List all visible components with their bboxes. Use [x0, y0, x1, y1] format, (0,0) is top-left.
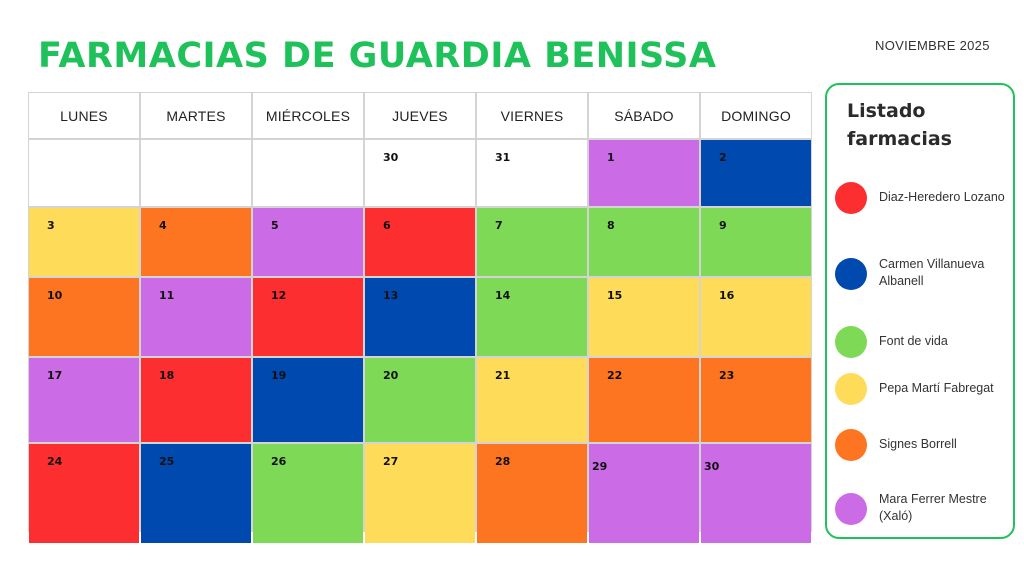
day-number: 7 — [495, 219, 503, 232]
month-label: NOVIEMBRE 2025 — [875, 38, 990, 53]
calendar-day-cell: 27 — [365, 444, 475, 543]
calendar-day-cell: 11 — [141, 278, 251, 356]
day-header: JUEVES — [365, 93, 475, 138]
legend-item: Font de vida — [835, 321, 1005, 361]
day-number: 5 — [271, 219, 279, 232]
day-header: DOMINGO — [701, 93, 811, 138]
day-number: 8 — [607, 219, 615, 232]
calendar-day-cell: 30 — [701, 444, 811, 543]
calendar-day-cell: 1 — [589, 140, 699, 206]
calendar-day-cell: 12 — [253, 278, 363, 356]
day-number: 14 — [495, 289, 511, 302]
calendar-day-cell: 30 — [365, 140, 475, 206]
page-title: FARMACIAS DE GUARDIA BENISSA — [38, 36, 717, 76]
legend-item: Pepa Martí Fabregat — [835, 368, 1005, 408]
day-number: 15 — [607, 289, 623, 302]
calendar-day-cell: 23 — [701, 358, 811, 442]
calendar-day-cell: 19 — [253, 358, 363, 442]
calendar-day-cell: 18 — [141, 358, 251, 442]
legend-item-label: Mara Ferrer Mestre (Xaló) — [879, 492, 987, 523]
day-header: MIÉRCOLES — [253, 93, 363, 138]
calendar-day-cell — [253, 140, 363, 206]
legend-item-label: Signes Borrell — [879, 436, 957, 451]
day-number: 20 — [383, 369, 399, 382]
calendar-day-cell: 6 — [365, 208, 475, 276]
calendar-day-cell: 8 — [589, 208, 699, 276]
day-number: 13 — [383, 289, 399, 302]
day-number: 18 — [159, 369, 175, 382]
calendar-grid: LUNES MARTES MIÉRCOLES JUEVES VIERNES SÁBADO D… — [28, 92, 812, 543]
calendar-day-cell: 10 — [29, 278, 139, 356]
calendar-day-cell: 13 — [365, 278, 475, 356]
day-number: 27 — [383, 455, 399, 468]
color-swatch-icon — [835, 429, 867, 461]
day-number: 25 — [159, 455, 175, 468]
color-swatch-icon — [835, 326, 867, 358]
day-number: 2 — [719, 151, 727, 164]
legend-item: Signes Borrell — [835, 424, 1005, 464]
day-number: 31 — [495, 151, 511, 164]
calendar-day-cell: 24 — [29, 444, 139, 543]
calendar-day-cell — [141, 140, 251, 206]
calendar-day-cell: 28 — [477, 444, 587, 543]
legend-item-label: Font de vida — [879, 333, 948, 348]
day-number: 29 — [592, 460, 608, 473]
calendar-day-cell: 16 — [701, 278, 811, 356]
day-number: 12 — [271, 289, 287, 302]
pharmacy-legend: Listado farmacias Diaz-Heredero Lozano Ca… — [825, 83, 1015, 539]
calendar-day-cell: 21 — [477, 358, 587, 442]
legend-item-label: Pepa Martí Fabregat — [879, 380, 994, 395]
day-number: 19 — [271, 369, 287, 382]
calendar-day-cell: 31 — [477, 140, 587, 206]
day-number: 4 — [159, 219, 167, 232]
calendar-day-cell: 17 — [29, 358, 139, 442]
day-number: 21 — [495, 369, 511, 382]
day-number: 24 — [47, 455, 63, 468]
day-number: 11 — [159, 289, 175, 302]
day-number: 22 — [607, 369, 623, 382]
day-header: VIERNES — [477, 93, 587, 138]
calendar-day-cell: 7 — [477, 208, 587, 276]
calendar-day-cell: 2 — [701, 140, 811, 206]
day-number: 28 — [495, 455, 511, 468]
color-swatch-icon — [835, 182, 867, 214]
day-number: 3 — [47, 219, 55, 232]
calendar-day-cell: 15 — [589, 278, 699, 356]
day-number: 1 — [607, 151, 615, 164]
day-number: 9 — [719, 219, 727, 232]
calendar-day-cell: 14 — [477, 278, 587, 356]
day-header: LUNES — [29, 93, 139, 138]
legend-title: Listado farmacias — [847, 100, 952, 150]
legend-item: Carmen Villanueva Albanell — [835, 253, 1005, 293]
day-number: 26 — [271, 455, 287, 468]
calendar-day-cell — [29, 140, 139, 206]
day-number: 17 — [47, 369, 63, 382]
day-number: 10 — [47, 289, 63, 302]
legend-item: Mara Ferrer Mestre (Xaló) — [835, 488, 1005, 528]
legend-item-label: Carmen Villanueva Albanell — [879, 257, 985, 288]
day-number: 30 — [383, 151, 399, 164]
legend-item: Diaz-Heredero Lozano — [835, 177, 1005, 217]
calendar-day-cell: 26 — [253, 444, 363, 543]
calendar-day-cell: 20 — [365, 358, 475, 442]
color-swatch-icon — [835, 493, 867, 525]
calendar-day-cell: 4 — [141, 208, 251, 276]
color-swatch-icon — [835, 258, 867, 290]
calendar-day-cell: 5 — [253, 208, 363, 276]
day-number: 6 — [383, 219, 391, 232]
calendar-day-cell: 29 — [589, 444, 699, 543]
calendar-day-cell: 22 — [589, 358, 699, 442]
legend-item-label: Diaz-Heredero Lozano — [879, 189, 1005, 204]
calendar-day-cell: 25 — [141, 444, 251, 543]
calendar-day-cell: 3 — [29, 208, 139, 276]
day-header: MARTES — [141, 93, 251, 138]
color-swatch-icon — [835, 373, 867, 405]
day-number: 23 — [719, 369, 735, 382]
calendar-day-cell: 9 — [701, 208, 811, 276]
day-number: 16 — [719, 289, 735, 302]
day-number: 30 — [704, 460, 720, 473]
day-header: SÁBADO — [589, 93, 699, 138]
